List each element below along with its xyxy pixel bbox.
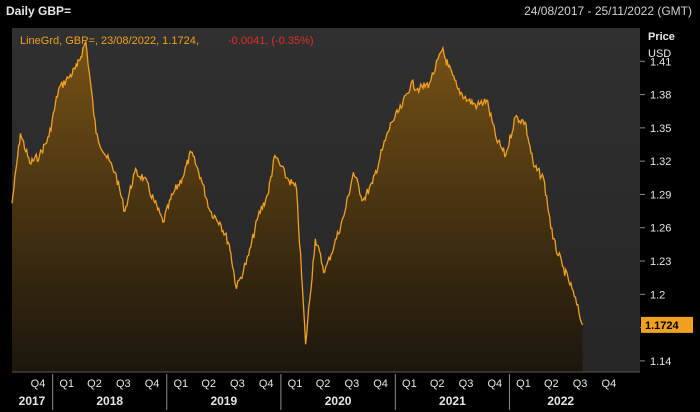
- x-quarter-label: Q1: [173, 378, 188, 390]
- x-year-label: 2017: [19, 394, 46, 408]
- y-tick-label: 1.29: [650, 189, 671, 201]
- x-quarter-label: Q2: [87, 378, 102, 390]
- y-axis-title-usd: USD: [648, 48, 671, 60]
- x-year-label: 2019: [210, 394, 237, 408]
- y-axis-title-price: Price: [648, 31, 675, 43]
- date-range: 24/08/2017 - 25/11/2022 (GMT): [524, 4, 692, 18]
- y-tick-label: 1.38: [650, 90, 671, 102]
- x-quarter-label: Q1: [288, 378, 303, 390]
- x-quarter-label: Q3: [573, 378, 588, 390]
- y-tick-label: 1.41: [650, 56, 671, 68]
- x-quarter-label: Q4: [373, 378, 388, 390]
- x-quarter-label: Q3: [116, 378, 131, 390]
- y-tick-label: 1.2: [650, 289, 665, 301]
- y-tick-label: 1.35: [650, 123, 671, 135]
- x-quarter-label: Q3: [230, 378, 245, 390]
- y-axis-ticks: 1.14 1.2 1.23 1.26 1.29 1.32 1.35 1.38 1.41: [640, 56, 671, 368]
- x-axis-years: 2017 2018 2019 2020 2021 2022: [19, 374, 574, 410]
- chart-header: Daily GBP= 24/08/2017 - 25/11/2022 (GMT): [0, 0, 700, 22]
- x-year-label: 2018: [96, 394, 123, 408]
- x-year-label: 2021: [439, 394, 466, 408]
- x-year-label: 2022: [547, 394, 574, 408]
- x-quarter-label: Q4: [259, 378, 274, 390]
- x-quarter-label: Q1: [402, 378, 417, 390]
- x-quarter-label: Q4: [145, 378, 160, 390]
- x-year-label: 2020: [325, 394, 352, 408]
- x-quarter-label: Q2: [201, 378, 216, 390]
- y-tick-label: 1.14: [650, 356, 671, 368]
- legend-change: -0.0041, (-0.35%): [228, 35, 314, 47]
- last-value-badge: 1.1724: [641, 316, 693, 333]
- chart-title: Daily GBP=: [6, 4, 72, 18]
- x-quarter-label: Q2: [316, 378, 331, 390]
- x-quarter-label: Q2: [544, 378, 559, 390]
- y-tick-label: 1.32: [650, 156, 671, 168]
- x-axis-quarters: Q4 Q1 Q2 Q3 Q4 Q1 Q2 Q3 Q4 Q1 Q2 Q3 Q4 Q1 Q2 Q3 Q4 Q1 Q2 Q3…: [31, 378, 617, 390]
- x-quarter-label: Q1: [59, 378, 74, 390]
- x-quarter-label: Q4: [487, 378, 502, 390]
- x-quarter-label: Q2: [430, 378, 445, 390]
- x-quarter-label: Q3: [345, 378, 360, 390]
- x-quarter-label: Q1: [516, 378, 531, 390]
- x-quarter-label: Q4: [31, 378, 46, 390]
- x-quarter-label: Q4: [602, 378, 617, 390]
- price-line: [11, 41, 584, 345]
- y-tick-label: 1.26: [650, 223, 671, 235]
- legend-series: LineGrd, GBP=, 23/08/2022, 1.1724,: [20, 35, 199, 47]
- x-quarter-label: Q3: [459, 378, 474, 390]
- y-tick-label: 1.23: [650, 256, 671, 268]
- last-value: 1.1724: [645, 320, 680, 332]
